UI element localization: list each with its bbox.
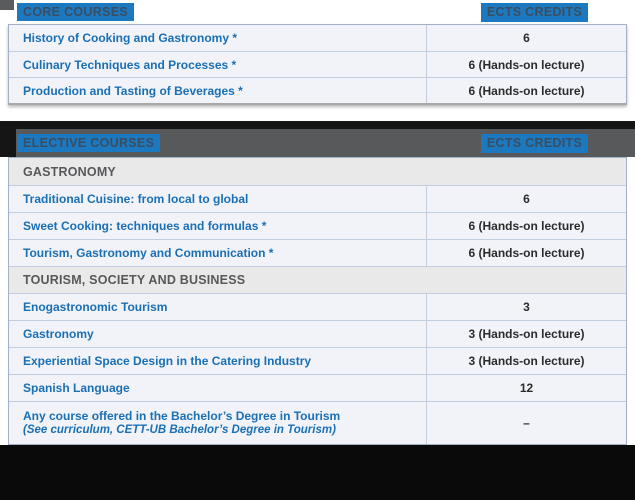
course-credits-cell: 6 (Hands-on lecture) — [426, 78, 626, 103]
course-row: History of Cooking and Gastronomy * 6 — [9, 25, 626, 51]
course-name-cell: Any course offered in the Bachelor’s Deg… — [9, 402, 426, 444]
course-name-cell: Experiential Space Design in the Caterin… — [9, 348, 426, 374]
table-gap — [0, 105, 635, 121]
section-header-row: TOURISM, SOCIETY AND BUSINESS — [9, 266, 626, 293]
course-row: Any course offered in the Bachelor’s Deg… — [9, 401, 626, 444]
elective-courses-header-label: ELECTIVE COURSES — [17, 134, 161, 152]
course-credits-cell: – — [426, 402, 626, 444]
section-header-row: GASTRONOMY — [9, 158, 626, 185]
course-row: Tourism, Gastronomy and Communication * 6… — [9, 239, 626, 266]
course-name: Culinary Techniques and Processes * — [23, 57, 237, 72]
band-corner-block — [0, 121, 16, 157]
course-name: Sweet Cooking: techniques and formulas * — [23, 219, 267, 233]
course-name: Tourism, Gastronomy and Communication * — [23, 246, 274, 260]
course-credits-cell: 3 (Hands-on lecture) — [426, 348, 626, 374]
section-label: TOURISM, SOCIETY AND BUSINESS — [23, 273, 246, 287]
course-name: Traditional Cuisine: from local to globa… — [23, 192, 249, 206]
course-row: Traditional Cuisine: from local to globa… — [9, 185, 626, 212]
course-row: Gastronomy 3 (Hands-on lecture) — [9, 320, 626, 347]
course-name: Production and Tasting of Beverages * — [23, 83, 243, 98]
course-credits-cell: 6 (Hands-on lecture) — [426, 52, 626, 77]
core-courses-header-cell: CORE COURSES — [0, 3, 434, 21]
bottom-black-bar — [0, 445, 635, 500]
course-note: (See curriculum, CETT-UB Bachelor’s Degr… — [23, 424, 336, 436]
course-row: Sweet Cooking: techniques and formulas *… — [9, 212, 626, 239]
course-credits-cell: 6 (Hands-on lecture) — [426, 213, 626, 239]
course-name-cell: Traditional Cuisine: from local to globa… — [9, 186, 426, 212]
course-row: Culinary Techniques and Processes * 6 (Ha… — [9, 51, 626, 77]
elective-courses-header-band: ELECTIVE COURSES ECTS CREDITS — [0, 121, 635, 157]
crop-artifact-block — [0, 0, 14, 10]
course-credits-cell: 12 — [426, 375, 626, 401]
core-courses-header-row: CORE COURSES ECTS CREDITS — [0, 0, 635, 24]
section-label: GASTRONOMY — [23, 164, 116, 179]
course-name-cell: Enogastronomic Tourism — [9, 294, 426, 320]
course-name-cell: Culinary Techniques and Processes * — [9, 52, 426, 77]
course-credits-cell: 3 — [426, 294, 626, 320]
course-name: Any course offered in the Bachelor’s Deg… — [23, 409, 341, 423]
course-name: Experiential Space Design in the Caterin… — [23, 354, 312, 368]
course-name: Gastronomy — [23, 327, 94, 341]
course-name-cell: Sweet Cooking: techniques and formulas * — [9, 213, 426, 239]
course-row: Spanish Language 12 — [9, 374, 626, 401]
core-courses-table: CORE COURSES ECTS CREDITS History of Coo… — [0, 0, 635, 105]
course-credits-cell: 6 — [426, 25, 626, 51]
course-name-cell: Gastronomy — [9, 321, 426, 347]
core-courses-header-label: CORE COURSES — [17, 3, 135, 21]
course-name-cell: Tourism, Gastronomy and Communication * — [9, 240, 426, 266]
elective-ects-header-cell: ECTS CREDITS — [434, 133, 635, 153]
course-row: Production and Tasting of Beverages * 6 (… — [9, 77, 626, 103]
core-courses-body: History of Cooking and Gastronomy * 6 Culi… — [8, 24, 627, 105]
course-credits-cell: 6 — [426, 186, 626, 212]
course-name-cell: History of Cooking and Gastronomy * — [9, 25, 426, 51]
elective-courses-body: GASTRONOMY Traditional Cuisine: from loca… — [8, 157, 627, 445]
core-ects-header-label: ECTS CREDITS — [480, 2, 589, 22]
elective-courses-table: ELECTIVE COURSES ECTS CREDITS GASTRONOMY… — [0, 121, 635, 445]
core-ects-header-cell: ECTS CREDITS — [434, 2, 635, 22]
course-name-cell: Production and Tasting of Beverages * — [9, 78, 426, 103]
course-name: History of Cooking and Gastronomy * — [23, 31, 238, 45]
course-credits-cell: 6 (Hands-on lecture) — [426, 240, 626, 266]
course-name: Enogastronomic Tourism — [23, 300, 168, 314]
course-credits-cell: 3 (Hands-on lecture) — [426, 321, 626, 347]
course-name: Spanish Language — [23, 381, 130, 395]
course-row: Experiential Space Design in the Caterin… — [9, 347, 626, 374]
course-name-cell: Spanish Language — [9, 375, 426, 401]
elective-ects-header-label: ECTS CREDITS — [480, 133, 589, 153]
elective-courses-header-cell: ELECTIVE COURSES — [0, 134, 434, 152]
course-row: Enogastronomic Tourism 3 — [9, 293, 626, 320]
